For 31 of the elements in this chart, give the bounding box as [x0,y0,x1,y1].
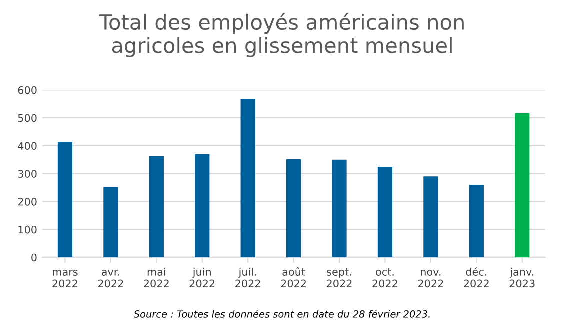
bar [286,159,302,258]
x-tick-label: déc. 2022 [464,267,489,288]
bar [195,154,210,258]
bar [469,184,484,258]
bar [515,113,530,258]
bar [149,156,164,258]
x-tick-label: mars 2022 [52,270,78,288]
y-tick-label: 300 [18,170,37,178]
y-tick-label: 400 [18,142,37,150]
y-tick-label: 200 [18,198,37,206]
bar [378,167,393,258]
x-tick-label: mai 2022 [144,268,169,288]
x-tick-label: juil. 2022 [236,268,260,288]
chart-title: Total des employés américains non agricoles en glissement mensuel [99,13,464,58]
x-tick-label: juin 2022 [190,268,215,288]
x-tick-label: nov. 2022 [418,270,444,288]
x-tick-label: sept. 2022 [327,268,352,288]
x-tick-label: avr. 2022 [98,270,124,288]
y-tick-label: 600 [18,86,37,94]
y-tick-label: 0 [32,254,37,262]
x-tick-label: oct. 2022 [372,268,398,288]
x-tick-label: août 2022 [281,267,306,288]
bar [424,176,438,258]
bar [58,142,73,258]
source-note: Source : Toutes les données sont en date du 28 février 2023. [134,310,430,318]
y-tick-label: 100 [18,226,37,234]
bar [240,99,256,258]
x-tick-label: janv. 2023 [510,268,535,288]
y-tick-label: 500 [18,114,37,122]
bar [104,187,118,258]
bar [332,160,347,258]
